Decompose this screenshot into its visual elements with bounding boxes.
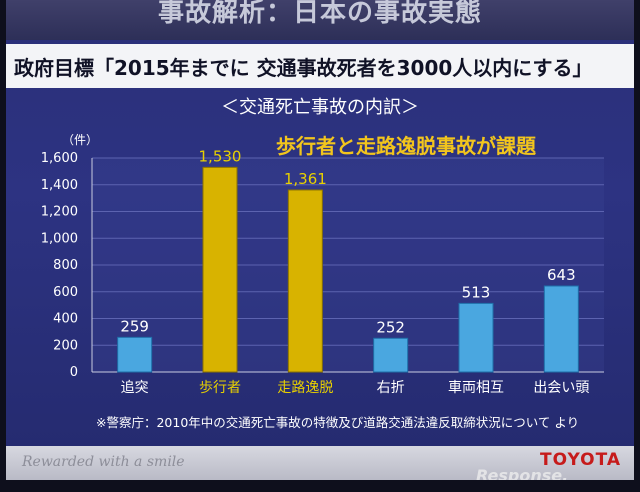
x-tick-label: 出会い頭 xyxy=(533,380,589,396)
bar-3 xyxy=(373,337,409,373)
y-tick-label: 0 xyxy=(70,365,78,380)
bar-5 xyxy=(543,285,579,373)
x-tick-label: 車両相互 xyxy=(448,379,504,396)
x-tick-label: 歩行者 xyxy=(199,380,241,396)
x-tick-label: 右折 xyxy=(377,380,405,396)
grid-lines xyxy=(92,157,604,346)
y-tick-label: 1,400 xyxy=(41,178,78,193)
bar-1 xyxy=(202,166,238,373)
bar-0 xyxy=(117,336,153,373)
footnote: ※警察庁：2010年中の交通死亡事故の特徴及び道路交通法違反取締状況について よ… xyxy=(96,415,580,430)
chart-title: ＜交通死亡事故の内訳＞ xyxy=(221,97,419,118)
y-tick-label: 1,200 xyxy=(41,205,78,220)
bar-4 xyxy=(458,302,494,373)
bar-value-label: 259 xyxy=(120,317,149,335)
bar-value-label: 1,530 xyxy=(199,147,242,165)
x-tick-label: 追突 xyxy=(121,380,149,396)
footer-bar xyxy=(6,446,634,480)
bar-value-label: 252 xyxy=(376,318,405,336)
bar-2 xyxy=(287,189,323,373)
toyota-logo: TOYOTA xyxy=(540,450,622,470)
bar-value-label: 513 xyxy=(462,283,491,301)
y-tick-label: 1,600 xyxy=(41,151,78,166)
bars: 259 追突 1,530 歩行者 1,361 走路逸脱 252 右折 513 車両相互 643 出会い… xyxy=(117,147,589,396)
watermark: Response. xyxy=(476,466,569,480)
slide: 事故解析：日本の事故実態 政府目標「2015年までに 交通事故死者を3000人以… xyxy=(6,0,634,480)
y-axis-ticks: 0 200 400 600 800 1,000 1,200 1,400 1,600 xyxy=(41,151,78,380)
tagline: Rewarded with a smile xyxy=(22,454,185,470)
slide-title: 事故解析：日本の事故実態 xyxy=(157,0,482,28)
y-tick-label: 200 xyxy=(53,338,78,353)
subtitle-bar: 政府目標「2015年までに 交通事故死者を3000人以内にする」 xyxy=(6,44,634,88)
y-tick-label: 400 xyxy=(53,312,78,327)
y-tick-label: 800 xyxy=(53,258,78,273)
bar-value-label: 1,361 xyxy=(284,170,327,188)
y-tick-label: 600 xyxy=(53,285,78,300)
y-tick-label: 1,000 xyxy=(41,231,78,246)
y-axis-unit: （件） xyxy=(62,133,98,147)
subtitle: 政府目標「2015年までに 交通事故死者を3000人以内にする」 xyxy=(14,56,593,80)
highlight-text: 歩行者と走路逸脱事故が課題 xyxy=(276,134,536,158)
x-tick-label: 走路逸脱 xyxy=(277,380,333,396)
bar-value-label: 643 xyxy=(547,266,576,284)
top-band xyxy=(6,0,634,40)
